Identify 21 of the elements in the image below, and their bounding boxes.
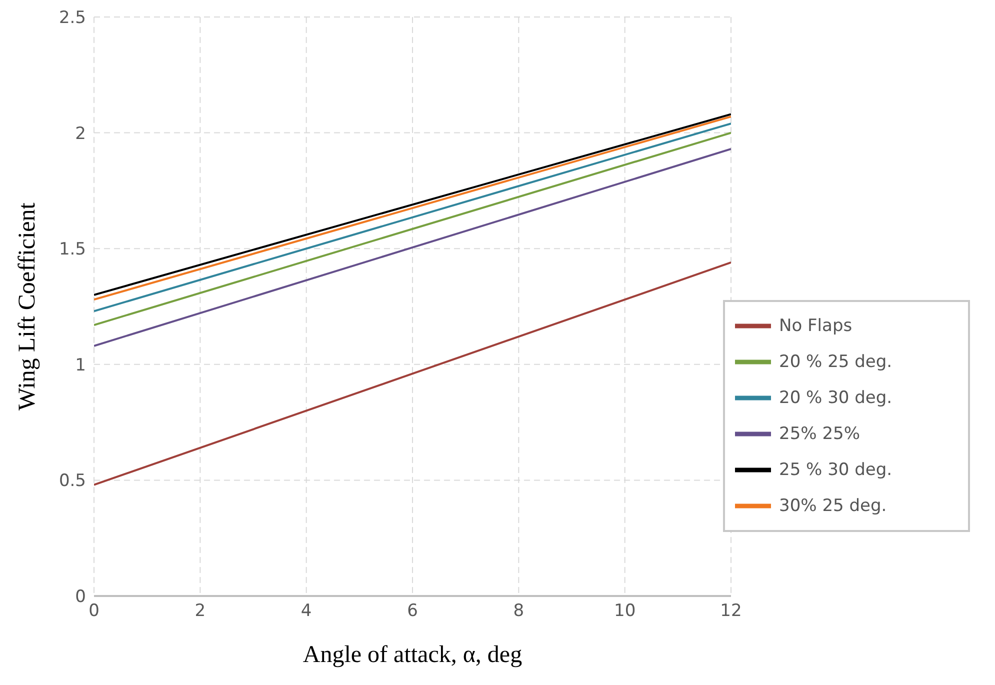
legend-label: No Flaps <box>779 316 852 336</box>
legend-label: 20 % 30 deg. <box>779 388 892 408</box>
x-tick-label: 6 <box>407 601 418 622</box>
y-axis-title: Wing Lift Coefficient <box>14 202 41 410</box>
legend-label: 20 % 25 deg. <box>779 352 892 372</box>
y-tick-label: 0 <box>75 587 86 608</box>
y-tick-label: 2 <box>75 124 86 144</box>
y-tick-label: 1.5 <box>58 240 86 260</box>
x-tick-label: 4 <box>300 601 312 622</box>
legend-label: 25 % 30 deg. <box>779 460 892 480</box>
x-tick-label: 2 <box>194 601 206 622</box>
y-tick-label: 0.5 <box>58 471 86 492</box>
x-tick-label: 10 <box>614 601 636 622</box>
x-tick-label: 12 <box>720 601 742 622</box>
x-tick-label: 8 <box>513 601 524 622</box>
y-tick-label: 2.5 <box>58 8 86 28</box>
legend-label: 25% 25% <box>779 424 860 444</box>
legend-label: 30% 25 deg. <box>779 496 887 516</box>
y-tick-label: 1 <box>75 355 86 376</box>
x-tick-label: 0 <box>88 601 100 622</box>
x-axis-title: Angle of attack, α, deg <box>302 642 522 668</box>
